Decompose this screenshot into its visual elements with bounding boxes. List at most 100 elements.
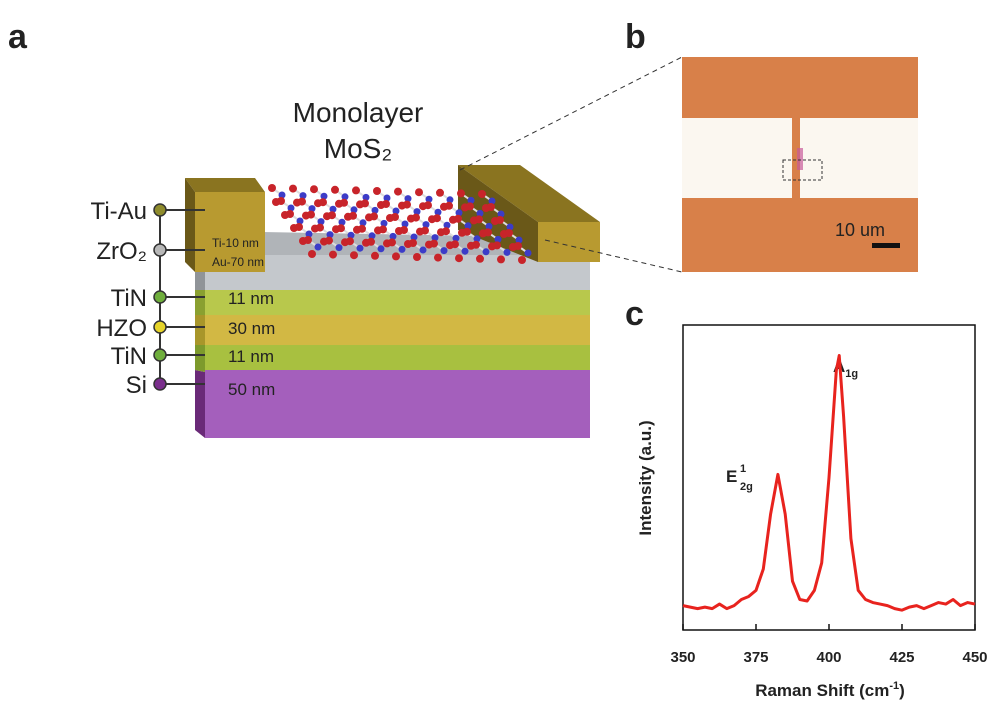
x-axis-label-sup: -1	[889, 680, 899, 692]
x-tick-label: 425	[889, 649, 914, 666]
schematic-title: MoS₂	[324, 133, 392, 164]
sulfur-atom	[466, 202, 474, 210]
sulfur-atom	[475, 215, 483, 223]
sulfur-atom	[413, 253, 421, 261]
layer-dot	[154, 349, 166, 361]
schematic-title: Monolayer	[293, 97, 424, 128]
figure: a b c Ti-AuZrO₂TiNHZOTiNSi Monolayer MoS…	[0, 0, 990, 702]
sulfur-atom	[430, 240, 438, 248]
x-tick-label: 450	[962, 649, 987, 666]
sulfur-atom	[349, 212, 357, 220]
mo-atom	[357, 245, 364, 252]
sulfur-atom	[484, 228, 492, 236]
x-tick-label: 375	[743, 649, 768, 666]
sulfur-atom	[394, 188, 402, 196]
panel-label: c	[625, 295, 644, 333]
layer-dot	[154, 291, 166, 303]
sulfur-atom	[392, 252, 400, 260]
sulfur-atom	[325, 237, 333, 245]
layer-name: TiN	[111, 285, 147, 312]
sulfur-atom	[412, 214, 420, 222]
panel-label: a	[8, 18, 28, 56]
sulfur-atom	[434, 254, 442, 262]
sulfur-atom	[367, 238, 375, 246]
sulfur-atom	[277, 197, 285, 205]
peak-label-sup: 1	[740, 463, 746, 475]
mo-atom	[504, 249, 511, 256]
layer-dot	[154, 204, 166, 216]
sulfur-atom	[295, 223, 303, 231]
layer-thickness: Ti-10 nm	[212, 236, 259, 250]
layer-thickness: Au-70 nm	[212, 255, 264, 269]
sulfur-atom	[379, 225, 387, 233]
sulfur-atom	[316, 224, 324, 232]
sulfur-atom	[424, 201, 432, 209]
mo-atom	[441, 247, 448, 254]
sulfur-atom	[307, 211, 315, 219]
sulfur-atom	[518, 256, 526, 264]
sulfur-atom	[514, 242, 522, 250]
mo-atom	[336, 244, 343, 251]
layer-dot	[154, 321, 166, 333]
scale-bar-label: 10 um	[835, 220, 885, 240]
x-tick-label: 350	[670, 649, 695, 666]
mo-atom	[315, 244, 322, 251]
sulfur-atom	[442, 227, 450, 235]
layer-name: Si	[126, 372, 147, 399]
sulfur-atom	[388, 238, 396, 246]
sulfur-atom	[371, 252, 379, 260]
sulfur-atom	[319, 198, 327, 206]
peak-label-sub: 2g	[740, 481, 753, 493]
zoom-line	[460, 57, 682, 170]
sulfur-atom	[337, 224, 345, 232]
sulfur-atom	[436, 189, 444, 197]
sulfur-atom	[331, 186, 339, 194]
sulfur-atom	[370, 212, 378, 220]
layer-dot	[154, 244, 166, 256]
sulfur-atom	[358, 225, 366, 233]
sulfur-atom	[286, 210, 294, 218]
sulfur-atom	[310, 185, 318, 193]
peak-label-text: E	[726, 467, 737, 486]
sulfur-atom	[451, 240, 459, 248]
y-axis-label: Intensity (a.u.)	[636, 420, 655, 535]
mo-atom	[399, 246, 406, 253]
layer-name: HZO	[96, 315, 147, 342]
sulfur-atom	[454, 215, 462, 223]
sulfur-atom	[346, 237, 354, 245]
x-axis-label: Raman Shift (cm-1)	[755, 680, 905, 700]
mo-atom	[420, 247, 427, 254]
layer-name: ZrO₂	[96, 238, 147, 265]
x-axis-label-text: Raman Shift (cm	[755, 681, 889, 700]
sulfur-atom	[328, 211, 336, 219]
sulfur-atom	[433, 214, 441, 222]
layer-name: Ti-Au	[91, 198, 147, 225]
sulfur-atom	[415, 188, 423, 196]
sulfur-atom	[373, 187, 381, 195]
peak-label-sub: 1g	[845, 368, 858, 380]
sulfur-atom	[350, 251, 358, 259]
layer-thickness: 11 nm	[228, 289, 274, 308]
sulfur-atom	[361, 199, 369, 207]
sulfur-atom	[445, 202, 453, 210]
mo-atom	[462, 248, 469, 255]
sulfur-atom	[298, 198, 306, 206]
sulfur-atom	[391, 213, 399, 221]
layer-thickness: 30 nm	[228, 319, 275, 338]
sulfur-atom	[308, 250, 316, 258]
x-axis-label-end: )	[899, 681, 905, 700]
sulfur-atom	[493, 241, 501, 249]
mo-atom	[483, 248, 490, 255]
mo-atom	[378, 245, 385, 252]
layer-thickness: 50 nm	[228, 380, 275, 399]
sulfur-atom	[421, 227, 429, 235]
sulfur-atom	[304, 236, 312, 244]
sulfur-atom	[478, 190, 486, 198]
layer-name: TiN	[111, 343, 147, 370]
sulfur-atom	[403, 201, 411, 209]
sulfur-atom	[457, 189, 465, 197]
sulfur-atom	[289, 185, 297, 193]
peak-label: E1 2g	[726, 463, 753, 493]
sulfur-atom	[455, 254, 463, 262]
panel-label: b	[625, 18, 646, 56]
